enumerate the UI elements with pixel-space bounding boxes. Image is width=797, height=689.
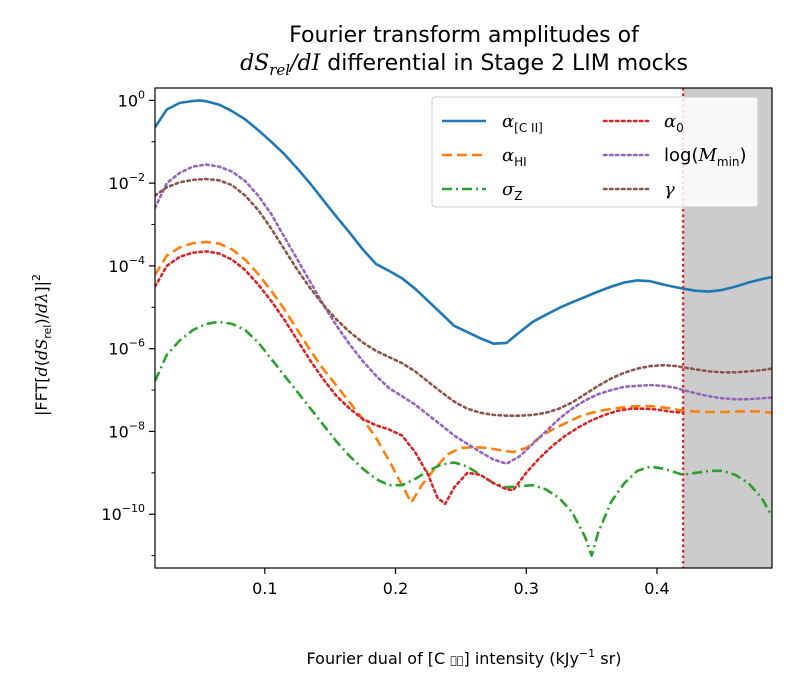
x-tick-label-3: 0.4: [644, 579, 669, 598]
x-axis-label: Fourier dual of [C ɪɪ] intensity (kJy−1 …: [307, 647, 622, 668]
legend-label-0: α[C II]: [502, 111, 543, 135]
y-axis-label: |FFT[d(dSrel)/dλ]|2: [30, 274, 54, 416]
legend-label-4: log(Mmin): [664, 145, 747, 169]
y-tick-label-2: 10−4: [108, 254, 145, 276]
plot-frame: [154, 87, 773, 569]
series-line-1: [155, 240, 772, 504]
x-tick-label-0: 0.1: [252, 579, 277, 598]
series-line-2: [155, 320, 772, 557]
legend-label-5: γ: [664, 179, 675, 200]
x-axis-ticks: 0.1 0.2 0.3 0.4: [252, 568, 670, 598]
y-axis-ticks: 100 10−2 10−4 10−6 10−8 10−10: [101, 88, 155, 557]
x-tick-label-1: 0.2: [383, 579, 408, 598]
series-line-4: [155, 163, 772, 466]
legend: α[C II] αHI σZ α0 log(Mmin) γ: [431, 96, 759, 208]
chart-title-line2: dSrel/dI differential in Stage 2 LIM moc…: [240, 51, 688, 79]
x-tick-label-2: 0.3: [514, 579, 539, 598]
chart-title-line1: Fourier transform amplitudes of: [289, 23, 640, 48]
y-tick-label-5: 10−10: [101, 502, 145, 524]
y-tick-label-3: 10−6: [108, 337, 145, 359]
series-layer: [155, 99, 772, 557]
legend-label-3: α0: [664, 111, 684, 135]
series-line-3: [155, 250, 685, 506]
y-tick-label-0: 100: [118, 88, 145, 110]
series-line-5: [155, 177, 772, 418]
legend-box: [431, 96, 759, 208]
y-tick-label-1: 10−2: [108, 171, 145, 193]
legend-label-1: αHI: [502, 145, 527, 169]
legend-label-2: σZ: [502, 179, 523, 203]
series-line-0: [155, 99, 772, 346]
y-tick-label-4: 10−8: [108, 419, 145, 441]
